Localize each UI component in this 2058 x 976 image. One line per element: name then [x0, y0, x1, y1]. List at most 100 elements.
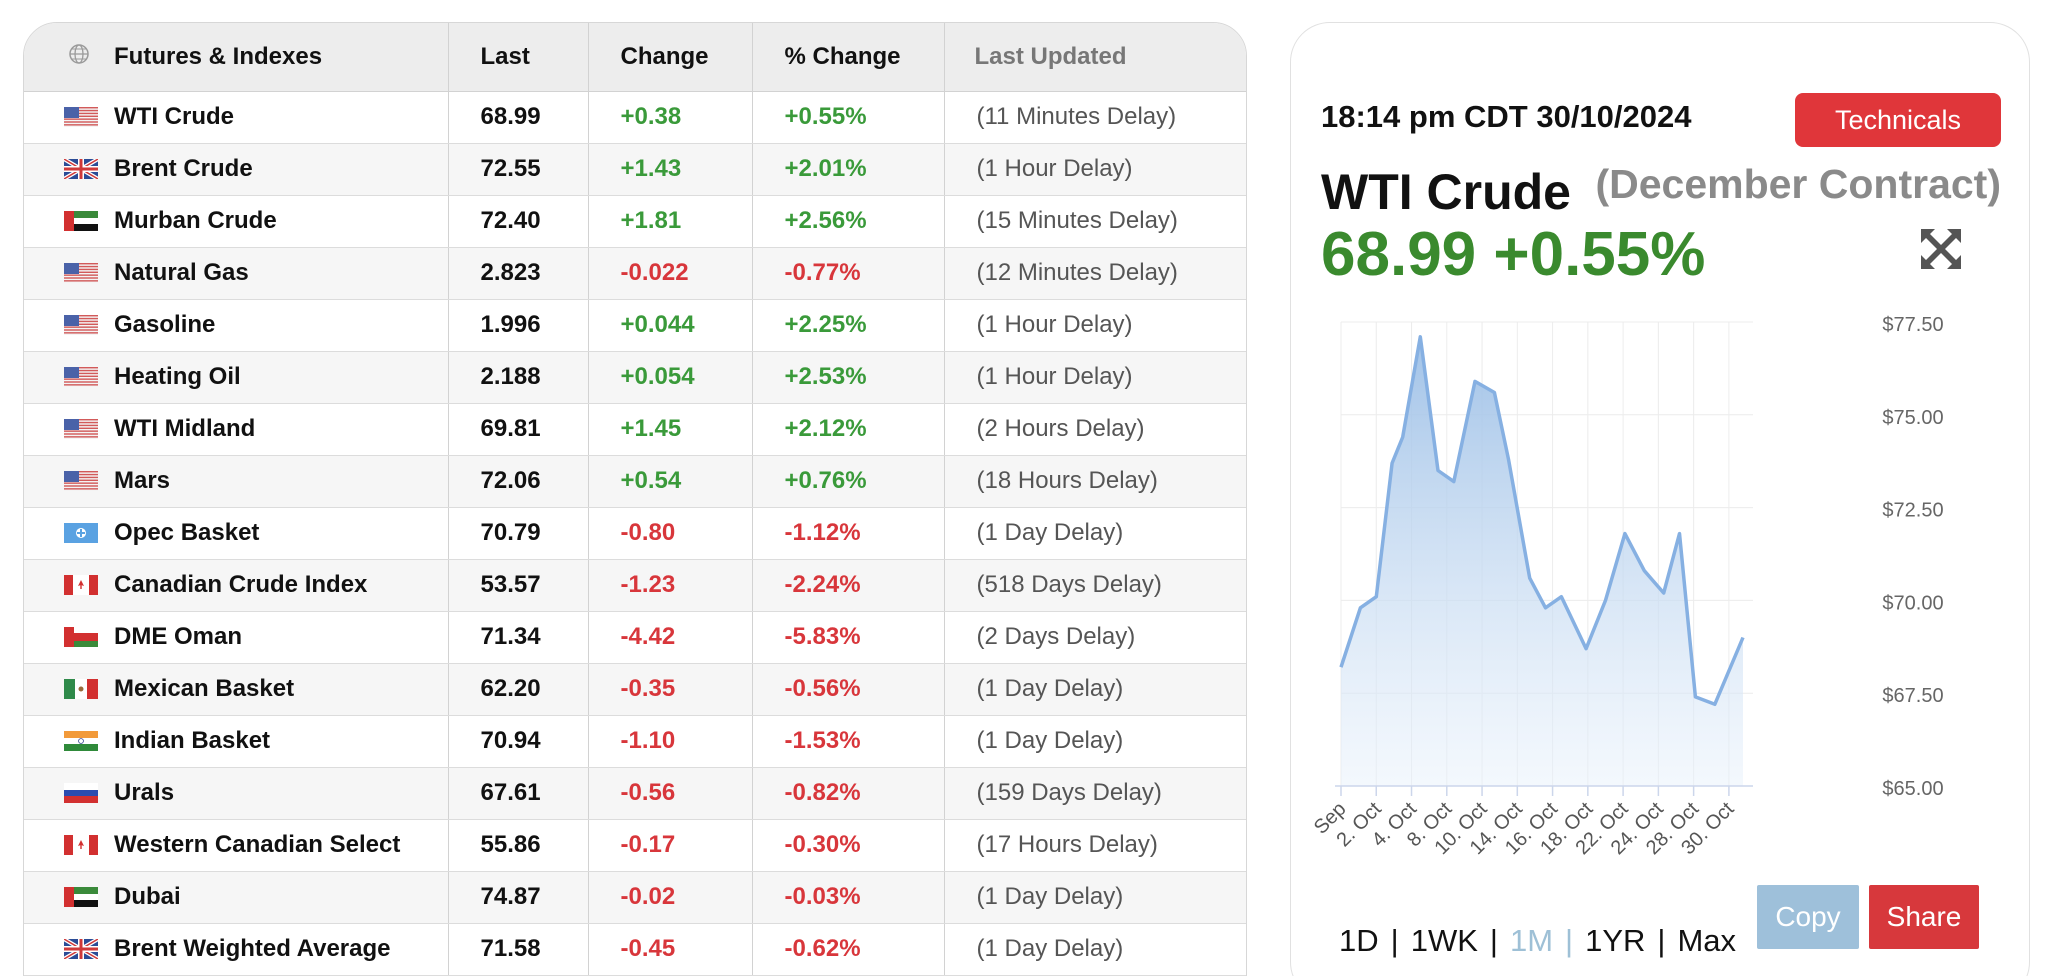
- row-pct-change: -0.30%: [752, 819, 945, 872]
- table-row[interactable]: WTI Midland 69.81 +1.45 +2.12% (2 Hours …: [24, 403, 1246, 456]
- range-option-1wk[interactable]: 1WK: [1410, 923, 1478, 958]
- row-name[interactable]: Brent Weighted Average: [114, 935, 391, 962]
- data-point[interactable]: [1558, 594, 1564, 600]
- row-name[interactable]: Brent Crude: [114, 155, 253, 182]
- y-tick-label: $70.00: [1882, 592, 1943, 614]
- header-change[interactable]: Change: [588, 23, 753, 92]
- row-name[interactable]: WTI Crude: [114, 103, 234, 130]
- row-name-cell[interactable]: Canadian Crude Index: [24, 559, 449, 612]
- table-row[interactable]: Gasoline 1.996 +0.044 +2.25% (1 Hour Del…: [24, 299, 1246, 352]
- data-point[interactable]: [1527, 575, 1533, 581]
- data-point[interactable]: [1357, 605, 1363, 611]
- data-point[interactable]: [1451, 479, 1457, 485]
- data-point[interactable]: [1622, 531, 1628, 537]
- row-name-cell[interactable]: Gasoline: [24, 299, 449, 352]
- data-point[interactable]: [1506, 456, 1512, 462]
- table-row[interactable]: Murban Crude 72.40 +1.81 +2.56% (15 Minu…: [24, 195, 1246, 248]
- data-point[interactable]: [1472, 378, 1478, 384]
- row-name-cell[interactable]: WTI Crude: [24, 91, 449, 144]
- row-last: 2.823: [448, 247, 589, 300]
- data-point[interactable]: [1661, 590, 1667, 596]
- data-point[interactable]: [1602, 597, 1608, 603]
- row-change: +0.044: [588, 299, 753, 352]
- table-row[interactable]: Urals 67.61 -0.56 -0.82% (159 Days Delay…: [24, 767, 1246, 820]
- row-name[interactable]: Natural Gas: [114, 259, 249, 286]
- row-name[interactable]: Opec Basket: [114, 519, 260, 546]
- row-pct-change: -2.24%: [752, 559, 945, 612]
- header-last[interactable]: Last: [448, 23, 589, 92]
- row-name[interactable]: Canadian Crude Index: [114, 571, 368, 598]
- table-row[interactable]: Dubai 74.87 -0.02 -0.03% (1 Day Delay): [24, 871, 1246, 924]
- row-name[interactable]: Urals: [114, 779, 175, 806]
- row-name-cell[interactable]: Mexican Basket: [24, 663, 449, 716]
- data-point[interactable]: [1400, 434, 1406, 440]
- row-name-cell[interactable]: DME Oman: [24, 611, 449, 664]
- expand-icon[interactable]: [1919, 227, 1963, 271]
- table-row[interactable]: WTI Crude 68.99 +0.38 +0.55% (11 Minutes…: [24, 91, 1246, 144]
- share-button[interactable]: Share: [1869, 885, 1979, 949]
- table-row[interactable]: Natural Gas 2.823 -0.022 -0.77% (12 Minu…: [24, 247, 1246, 300]
- table-row[interactable]: DME Oman 71.34 -4.42 -5.83% (2 Days Dela…: [24, 611, 1246, 664]
- table-row[interactable]: Mexican Basket 62.20 -0.35 -0.56% (1 Day…: [24, 663, 1246, 716]
- row-name-cell[interactable]: Brent Crude: [24, 143, 449, 196]
- row-name-cell[interactable]: Murban Crude: [24, 195, 449, 248]
- data-point[interactable]: [1583, 646, 1589, 652]
- range-option-1d[interactable]: 1D: [1339, 923, 1379, 958]
- data-point[interactable]: [1389, 460, 1395, 466]
- row-name[interactable]: DME Oman: [114, 623, 243, 650]
- header-last-updated[interactable]: Last Updated: [944, 23, 1246, 92]
- table-row[interactable]: Brent Crude 72.55 +1.43 +2.01% (1 Hour D…: [24, 143, 1246, 196]
- row-name-cell[interactable]: Heating Oil: [24, 351, 449, 404]
- data-point[interactable]: [1435, 467, 1441, 473]
- row-pct-change: +2.01%: [752, 143, 945, 196]
- table-row[interactable]: Canadian Crude Index 53.57 -1.23 -2.24% …: [24, 559, 1246, 612]
- row-name[interactable]: Western Canadian Select: [114, 831, 401, 858]
- table-row[interactable]: Opec Basket 70.79 -0.80 -1.12% (1 Day De…: [24, 507, 1246, 560]
- row-name[interactable]: Heating Oil: [114, 363, 241, 390]
- data-point[interactable]: [1373, 594, 1379, 600]
- row-name-cell[interactable]: Indian Basket: [24, 715, 449, 768]
- row-name-cell[interactable]: Mars: [24, 455, 449, 508]
- data-point[interactable]: [1338, 664, 1344, 670]
- header-pct-change[interactable]: % Change: [752, 23, 945, 92]
- row-name[interactable]: Indian Basket: [114, 727, 271, 754]
- row-name[interactable]: Mars: [114, 467, 171, 494]
- table-row[interactable]: Indian Basket 70.94 -1.10 -1.53% (1 Day …: [24, 715, 1246, 768]
- row-change: -4.42: [588, 611, 753, 664]
- chart-instrument-name: WTI Crude: [1321, 164, 1571, 220]
- row-name[interactable]: Mexican Basket: [114, 675, 295, 702]
- row-pct-change: +2.56%: [752, 195, 945, 248]
- data-point[interactable]: [1543, 605, 1549, 611]
- data-point[interactable]: [1692, 694, 1698, 700]
- range-option-1m[interactable]: 1M: [1509, 923, 1554, 958]
- series-line[interactable]: [1339, 335, 1745, 707]
- row-name-cell[interactable]: Opec Basket: [24, 507, 449, 560]
- range-option-1yr[interactable]: 1YR: [1585, 923, 1646, 958]
- row-name-cell[interactable]: Urals: [24, 767, 449, 820]
- row-name-cell[interactable]: Western Canadian Select: [24, 819, 449, 872]
- table-row[interactable]: Mars 72.06 +0.54 +0.76% (18 Hours Delay): [24, 455, 1246, 508]
- copy-button[interactable]: Copy: [1757, 885, 1859, 949]
- range-option-max[interactable]: Max: [1677, 923, 1737, 958]
- row-change: +0.54: [588, 455, 753, 508]
- row-change: -1.10: [588, 715, 753, 768]
- row-name-cell[interactable]: WTI Midland: [24, 403, 449, 456]
- row-name-cell[interactable]: Brent Weighted Average: [24, 923, 449, 976]
- table-row[interactable]: Brent Weighted Average 71.58 -0.45 -0.62…: [24, 923, 1246, 976]
- row-name-cell[interactable]: Natural Gas: [24, 247, 449, 300]
- row-name[interactable]: Gasoline: [114, 311, 216, 338]
- data-point[interactable]: [1677, 531, 1683, 537]
- table-row[interactable]: Western Canadian Select 55.86 -0.17 -0.3…: [24, 819, 1246, 872]
- data-point[interactable]: [1740, 635, 1746, 641]
- data-point[interactable]: [1641, 568, 1647, 574]
- row-name[interactable]: Murban Crude: [114, 207, 277, 234]
- row-name[interactable]: Dubai: [114, 883, 181, 910]
- header-name[interactable]: Futures & Indexes: [24, 23, 449, 92]
- technicals-button[interactable]: Technicals: [1795, 93, 2001, 147]
- row-name-cell[interactable]: Dubai: [24, 871, 449, 924]
- data-point[interactable]: [1491, 390, 1497, 396]
- row-name[interactable]: WTI Midland: [114, 415, 256, 442]
- data-point[interactable]: [1417, 334, 1423, 340]
- table-row[interactable]: Heating Oil 2.188 +0.054 +2.53% (1 Hour …: [24, 351, 1246, 404]
- data-point[interactable]: [1712, 701, 1718, 707]
